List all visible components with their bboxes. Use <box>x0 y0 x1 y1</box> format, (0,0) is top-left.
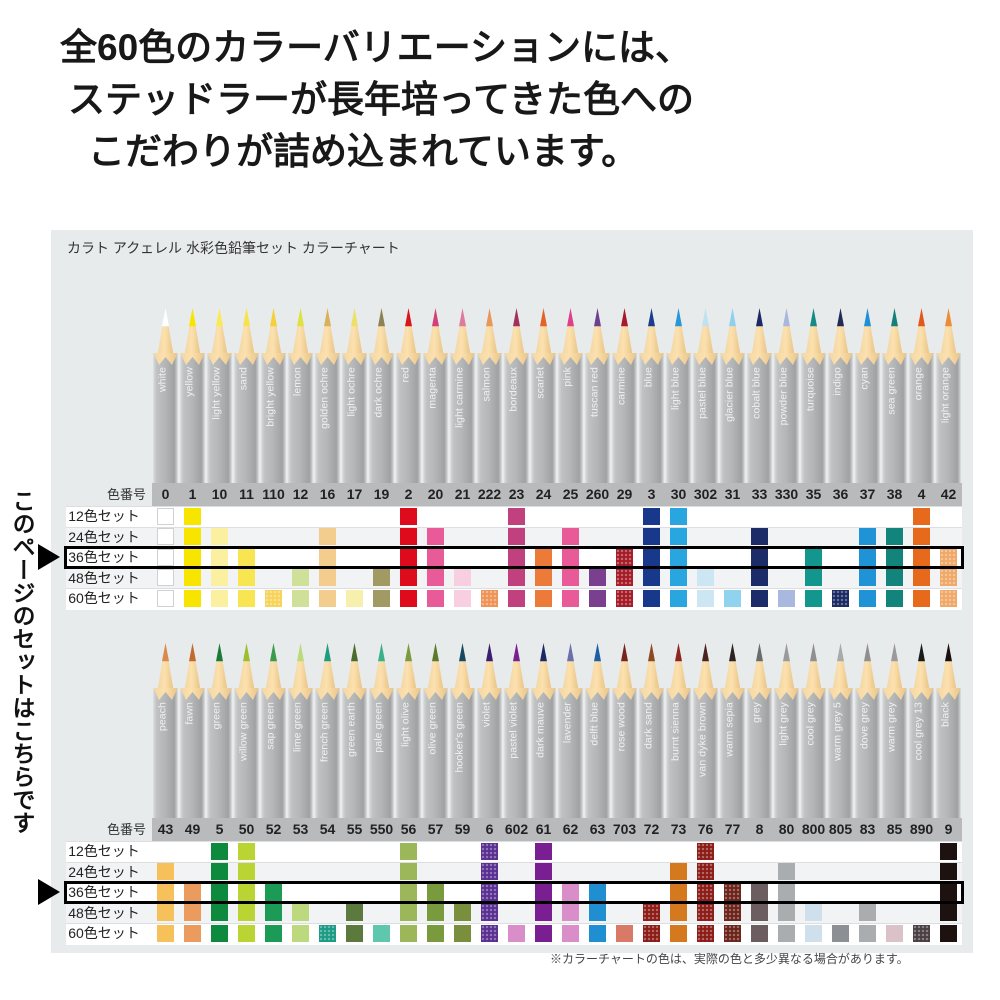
svg-text:grey: grey <box>751 701 763 722</box>
svg-text:dove grey: dove grey <box>859 701 871 749</box>
svg-text:cool grey: cool grey <box>805 701 817 745</box>
svg-text:dark mauve: dark mauve <box>535 702 547 758</box>
svg-text:fawn: fawn <box>184 702 196 725</box>
svg-text:black: black <box>940 701 952 727</box>
svg-text:hooker's green: hooker's green <box>454 702 466 773</box>
svg-text:glacier blue: glacier blue <box>724 367 736 422</box>
svg-text:magenta: magenta <box>427 367 439 409</box>
svg-text:warm grey 5: warm grey 5 <box>832 702 844 762</box>
svg-text:lavender: lavender <box>562 702 574 743</box>
svg-text:dark ochre: dark ochre <box>373 367 385 418</box>
svg-text:willow green: willow green <box>238 702 250 762</box>
svg-text:pale green: pale green <box>373 702 385 753</box>
svg-text:scarlet: scarlet <box>535 367 547 399</box>
svg-text:cyan: cyan <box>859 367 871 390</box>
svg-text:sand: sand <box>238 367 250 390</box>
svg-text:bordeaux: bordeaux <box>508 366 520 411</box>
svg-text:lemon: lemon <box>292 367 304 396</box>
svg-text:carmine: carmine <box>616 367 628 405</box>
svg-text:warm grey: warm grey <box>886 701 898 753</box>
svg-text:sea green: sea green <box>886 367 898 415</box>
svg-text:white: white <box>157 367 169 393</box>
svg-text:blue: blue <box>643 367 655 387</box>
svg-text:peach: peach <box>157 702 169 731</box>
svg-text:lime green: lime green <box>292 702 304 752</box>
svg-text:rose wood: rose wood <box>616 702 628 751</box>
svg-text:turquoise: turquoise <box>805 367 817 411</box>
svg-text:light orange: light orange <box>940 367 952 423</box>
svg-text:salmon: salmon <box>481 367 493 402</box>
svg-text:cool grey 13: cool grey 13 <box>913 702 925 760</box>
svg-text:orange: orange <box>913 367 925 400</box>
svg-text:golden ochre: golden ochre <box>319 367 331 429</box>
svg-text:yellow: yellow <box>184 367 196 397</box>
svg-text:light ochre: light ochre <box>346 367 358 417</box>
svg-text:indigo: indigo <box>832 367 844 396</box>
svg-text:light grey: light grey <box>778 701 790 745</box>
svg-text:light blue: light blue <box>670 367 682 410</box>
svg-text:french green: french green <box>319 702 331 762</box>
svg-text:dark sand: dark sand <box>643 702 655 749</box>
svg-text:pastel blue: pastel blue <box>697 367 709 419</box>
svg-text:sap green: sap green <box>265 702 277 750</box>
svg-text:green: green <box>211 702 223 729</box>
svg-text:van dyke brown: van dyke brown <box>697 702 709 777</box>
svg-text:pastel violet: pastel violet <box>508 702 520 759</box>
svg-text:bright yellow: bright yellow <box>265 367 277 427</box>
svg-text:green earth: green earth <box>346 702 358 757</box>
svg-text:warm sepia: warm sepia <box>724 702 736 758</box>
svg-text:violet: violet <box>481 702 493 727</box>
svg-text:pink: pink <box>562 366 574 386</box>
svg-text:light carmine: light carmine <box>454 367 466 428</box>
svg-text:red: red <box>400 367 412 383</box>
svg-text:light yellow: light yellow <box>211 367 223 420</box>
svg-text:cobalt blue: cobalt blue <box>751 367 763 419</box>
svg-text:burnt sienna: burnt sienna <box>670 702 682 761</box>
svg-text:tuscan red: tuscan red <box>589 367 601 417</box>
svg-text:powder blue: powder blue <box>778 367 790 425</box>
svg-text:light olive: light olive <box>400 702 412 747</box>
svg-text:delft blue: delft blue <box>589 702 601 746</box>
svg-text:olive green: olive green <box>427 702 439 755</box>
